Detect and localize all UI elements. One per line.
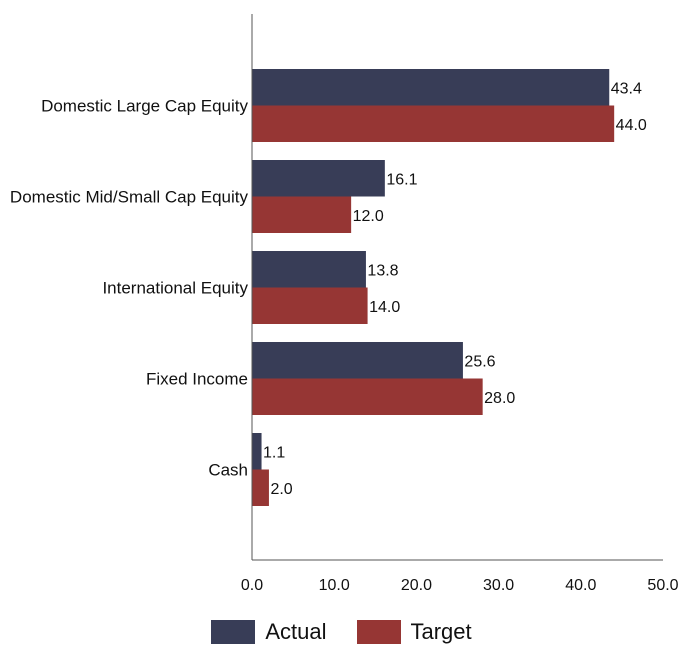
bar-target-cash <box>252 469 269 506</box>
bar-target-domestic-large-cap-equity <box>252 105 615 142</box>
bar-actual-international-equity <box>252 251 366 288</box>
data-label-actual-fixed-income: 25.6 <box>464 353 495 370</box>
data-label-target-domestic-mid-small-cap-equity: 12.0 <box>353 208 384 225</box>
bar-actual-domestic-mid-small-cap-equity <box>252 160 385 197</box>
bar-actual-fixed-income <box>252 342 463 379</box>
bar-target-fixed-income <box>252 378 483 415</box>
data-label-target-cash: 2.0 <box>270 481 292 498</box>
category-label-cash: Cash <box>208 461 248 480</box>
bar-target-domestic-mid-small-cap-equity <box>252 196 352 233</box>
x-tick-label: 40.0 <box>565 577 596 594</box>
data-label-target-domestic-large-cap-equity: 44.0 <box>616 117 647 134</box>
x-tick-label: 20.0 <box>401 577 432 594</box>
bar-actual-domestic-large-cap-equity <box>252 69 610 106</box>
chart-labels: 0.0 10.0 20.0 30.0 40.0 50.0 Domestic Large Ca… <box>10 80 679 594</box>
category-label-domestic-mid-small-cap-equity: Domestic Mid/Small Cap Equity <box>10 188 249 207</box>
category-label-domestic-large-cap-equity: Domestic Large Cap Equity <box>41 97 248 116</box>
data-label-actual-domestic-large-cap-equity: 43.4 <box>611 80 642 97</box>
legend-swatch-target <box>356 620 401 644</box>
x-tick-label: 50.0 <box>647 577 678 594</box>
x-tick-label: 10.0 <box>319 577 350 594</box>
data-label-actual-domestic-mid-small-cap-equity: 16.1 <box>386 171 417 188</box>
chart-bars <box>252 69 615 506</box>
data-label-actual-cash: 1.1 <box>263 444 285 461</box>
legend-label-actual: Actual <box>265 619 327 644</box>
chart-legend: Actual Target <box>0 616 683 648</box>
data-label-target-fixed-income: 28.0 <box>484 390 515 407</box>
bar-actual-cash <box>252 433 262 470</box>
category-label-fixed-income: Fixed Income <box>146 370 248 389</box>
x-tick-label: 30.0 <box>483 577 514 594</box>
bar-target-international-equity <box>252 287 368 324</box>
legend-item-actual: Actual <box>211 619 327 645</box>
legend-label-target: Target <box>410 619 472 644</box>
x-tick-label: 0.0 <box>241 577 263 594</box>
category-label-international-equity: International Equity <box>102 279 248 298</box>
data-label-actual-international-equity: 13.8 <box>367 262 398 279</box>
data-label-target-international-equity: 14.0 <box>369 299 400 316</box>
legend-swatch-actual <box>211 620 256 644</box>
legend-item-target: Target <box>356 619 472 645</box>
chart-axes <box>251 14 663 561</box>
